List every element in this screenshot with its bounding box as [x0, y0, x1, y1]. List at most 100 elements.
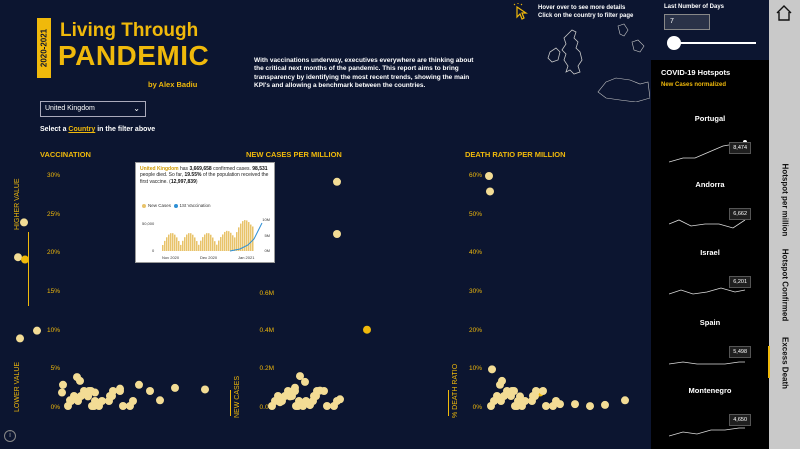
- scatter-point[interactable]: [493, 392, 501, 400]
- scatter-point[interactable]: [129, 397, 137, 405]
- scatter-point[interactable]: [586, 402, 594, 411]
- scatter-point[interactable]: [320, 387, 328, 395]
- tooltip-bar: [228, 231, 230, 251]
- scatter-point[interactable]: [621, 396, 629, 405]
- norway-shape[interactable]: [617, 23, 629, 37]
- scatter-point[interactable]: [274, 392, 282, 400]
- death-ratio-axis-line: [448, 390, 449, 416]
- hotspot-item[interactable]: Montenegro 4,650: [651, 386, 769, 446]
- scatter-point[interactable]: [313, 387, 321, 395]
- scatter-point[interactable]: [91, 397, 99, 405]
- ireland-shape[interactable]: [547, 47, 561, 63]
- scatter-point[interactable]: [135, 380, 143, 389]
- scatter-point[interactable]: [70, 392, 78, 400]
- tooltip-x-label: Dec 2020: [200, 255, 218, 260]
- tooltip-x-label: Jan 2021: [238, 255, 255, 260]
- europe-map[interactable]: [540, 22, 650, 102]
- hotspot-sparkline: [669, 287, 746, 295]
- scatter-point[interactable]: [119, 402, 127, 410]
- scatter-point[interactable]: [98, 397, 106, 405]
- hotspot-value: 6,662: [729, 208, 751, 220]
- scatter-point[interactable]: [333, 397, 341, 405]
- scatter-point[interactable]: [301, 377, 309, 386]
- tooltip-y-left: 50,000: [142, 221, 155, 226]
- scatter-point[interactable]: [116, 387, 124, 395]
- scatter-point[interactable]: [486, 187, 494, 196]
- tooltip-y-right0: 0M: [264, 248, 270, 253]
- tooltip-bar: [170, 233, 172, 251]
- chart-title-death-ratio: DEATH RATIO PER MILLION: [465, 150, 566, 159]
- scatter-point[interactable]: [552, 397, 560, 405]
- tooltip-bar: [188, 233, 190, 251]
- scatter-point[interactable]: [485, 172, 493, 180]
- hotspot-item[interactable]: Portugal 8,474: [651, 114, 769, 174]
- tooltip-bar: [210, 234, 212, 251]
- scatter-point[interactable]: [21, 255, 29, 264]
- scatter-point[interactable]: [295, 397, 303, 405]
- hotspot-item[interactable]: Israel 6,201: [651, 248, 769, 308]
- tooltip-bar: [192, 234, 194, 251]
- tooltip-x-label: Nov 2020: [162, 255, 180, 260]
- scatter-point[interactable]: [296, 372, 304, 381]
- scatter-point[interactable]: [33, 326, 41, 335]
- hotspot-item[interactable]: Spain 5,498: [651, 318, 769, 378]
- tooltip-bar: [242, 221, 244, 251]
- scatter-point[interactable]: [146, 386, 154, 395]
- scatter-point[interactable]: [171, 383, 179, 392]
- scatter-point[interactable]: [532, 387, 540, 395]
- hotspot-item[interactable]: Andorra 6,662: [651, 180, 769, 240]
- hotspot-country: Portugal: [694, 114, 726, 123]
- y-tick: 30%: [46, 172, 60, 179]
- tooltip-t1: has: [178, 166, 190, 172]
- scatter-point[interactable]: [363, 325, 371, 334]
- scatter-point[interactable]: [496, 380, 504, 389]
- continent-shape[interactable]: [597, 77, 650, 102]
- scatter-point[interactable]: [488, 365, 496, 374]
- scatter-point[interactable]: [291, 387, 299, 395]
- byline: by Alex Badiu: [148, 80, 198, 89]
- hotspot-value: 8,474: [729, 142, 751, 154]
- scatter-point[interactable]: [503, 387, 511, 395]
- tooltip-y-right-top: 10M: [262, 217, 270, 222]
- scatter-point[interactable]: [302, 397, 310, 405]
- days-slider-thumb[interactable]: [667, 36, 681, 50]
- scatter-point[interactable]: [514, 397, 522, 405]
- y-tick: 10%: [46, 327, 60, 334]
- scatter-point[interactable]: [333, 230, 341, 238]
- days-slider-track[interactable]: [672, 42, 756, 44]
- scatter-point[interactable]: [73, 373, 81, 382]
- days-input[interactable]: 7: [664, 14, 710, 30]
- info-icon[interactable]: i: [4, 430, 16, 442]
- scatter-point[interactable]: [539, 387, 547, 395]
- scatter-point[interactable]: [542, 402, 550, 410]
- scatter-point[interactable]: [58, 388, 66, 397]
- scatter-point[interactable]: [87, 387, 95, 395]
- scatter-point[interactable]: [16, 334, 24, 343]
- scatter-point[interactable]: [156, 396, 164, 405]
- scatter-point[interactable]: [80, 387, 88, 395]
- scatter-point[interactable]: [571, 400, 579, 409]
- tooltip-t3: people died. So far,: [140, 172, 185, 179]
- tooltip-bar: [182, 240, 184, 251]
- scatter-point[interactable]: [284, 387, 292, 395]
- y-tick: 0.4M: [259, 327, 274, 334]
- tooltip-legend: New Cases 1St Vaccination: [142, 203, 210, 209]
- scatter-point[interactable]: [20, 218, 28, 227]
- tooltip-bar: [164, 240, 166, 251]
- hotspot-panel: COVID-19 Hotspots New Cases normalized P…: [651, 60, 769, 449]
- scatter-point[interactable]: [601, 400, 609, 409]
- country-dropdown[interactable]: United Kingdom ⌄: [40, 101, 146, 117]
- scatter-point[interactable]: [510, 387, 518, 395]
- scatter-point[interactable]: [521, 397, 529, 405]
- denmark-shape[interactable]: [631, 39, 645, 53]
- great-britain-shape[interactable]: [561, 29, 583, 75]
- scatter-point[interactable]: [59, 380, 67, 389]
- tooltip-bar: [234, 237, 236, 251]
- scatter-point[interactable]: [109, 387, 117, 395]
- scatter-point[interactable]: [201, 385, 209, 394]
- scatter-point[interactable]: [323, 402, 331, 410]
- scatter-point[interactable]: [333, 177, 341, 186]
- scatter-point[interactable]: [14, 253, 22, 262]
- home-icon[interactable]: [775, 4, 793, 22]
